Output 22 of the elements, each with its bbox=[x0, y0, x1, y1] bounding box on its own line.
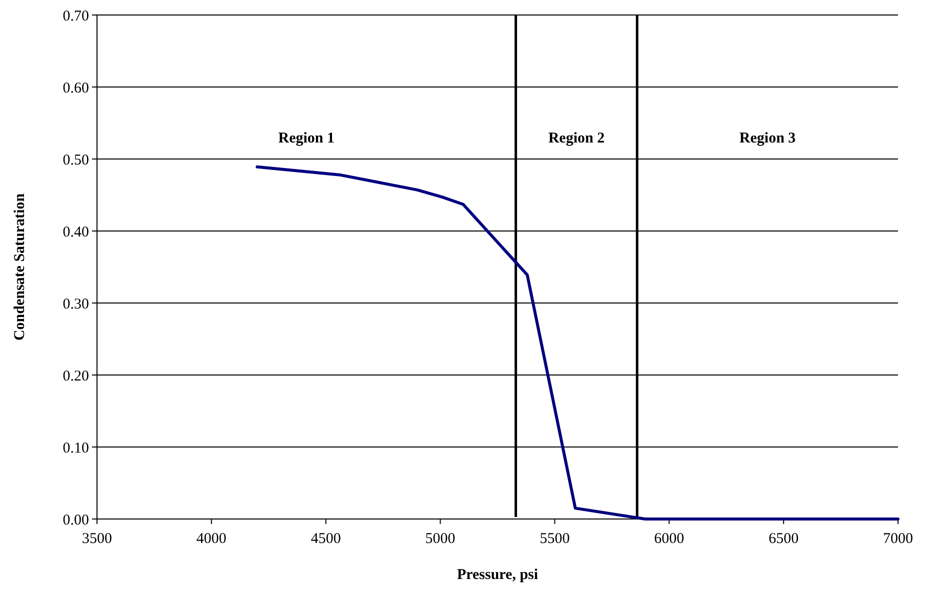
line-series bbox=[256, 165, 900, 520]
y-axis-title: Condensate Saturation bbox=[12, 192, 28, 341]
y-tick-label: 0.70 bbox=[62, 8, 89, 24]
x-tick-label: 6000 bbox=[654, 531, 684, 547]
y-tick-label: 0.00 bbox=[62, 512, 89, 528]
y-tick-label: 0.10 bbox=[62, 440, 89, 456]
annotation: Region 3 bbox=[739, 130, 796, 146]
y-tick-label: 0.30 bbox=[62, 296, 89, 312]
x-tick-label: 4000 bbox=[196, 531, 226, 547]
annotation: Region 1 bbox=[278, 130, 335, 146]
y-tick-label: 0.40 bbox=[62, 224, 89, 240]
x-tick-label: 4500 bbox=[310, 531, 341, 547]
x-tick-label: 5500 bbox=[540, 531, 570, 547]
y-tick-label: 0.20 bbox=[62, 368, 89, 384]
x-tick-label: 3500 bbox=[82, 531, 112, 547]
x-tick-label: 5000 bbox=[425, 531, 456, 547]
annotation: Region 2 bbox=[548, 130, 605, 146]
y-tick-label: 0.60 bbox=[62, 80, 89, 96]
x-tick-label: 6500 bbox=[768, 531, 799, 547]
y-tick-label: 0.50 bbox=[62, 152, 89, 168]
x-tick-label: 7000 bbox=[883, 531, 913, 547]
x-axis-title: Pressure, psi bbox=[456, 567, 538, 583]
